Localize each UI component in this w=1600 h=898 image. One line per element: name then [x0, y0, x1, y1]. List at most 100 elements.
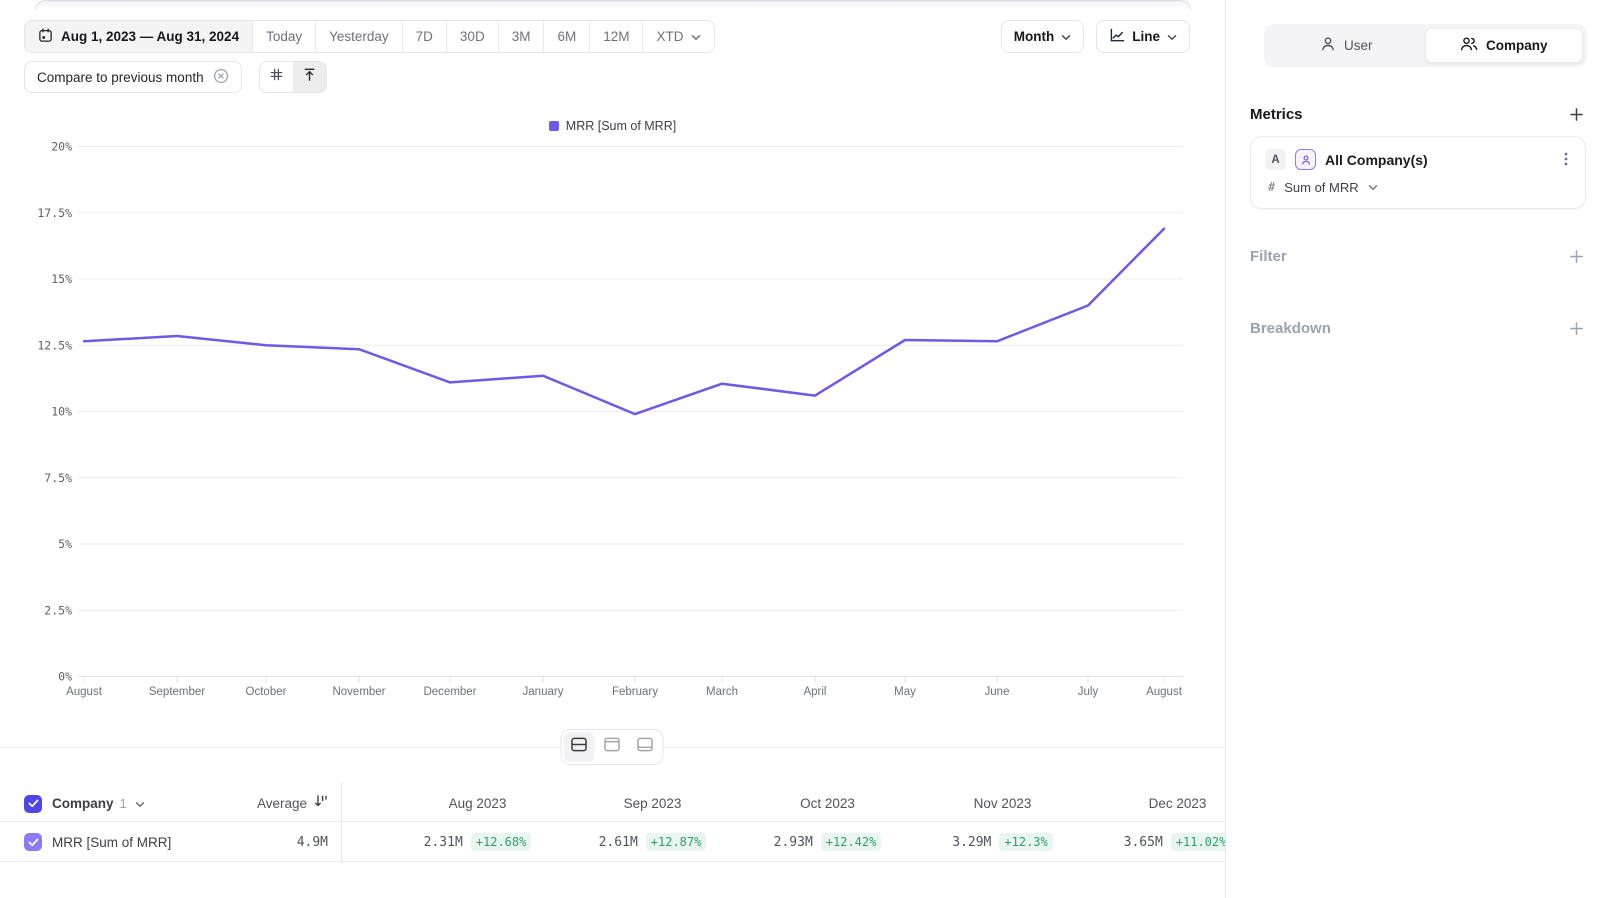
svg-text:17.5%: 17.5% [37, 206, 72, 220]
chevron-down-icon [691, 29, 701, 44]
add-breakdown-button[interactable] [1566, 318, 1586, 338]
month-value: 2.93M [773, 834, 813, 850]
chart-view-icon [604, 737, 621, 757]
svg-text:20%: 20% [51, 140, 72, 154]
svg-text:September: September [149, 686, 205, 698]
legend-label: MRR [Sum of MRR] [565, 119, 677, 133]
delta-badge: +12.3% [999, 833, 1053, 851]
calendar-icon [38, 27, 53, 46]
month-column-header: Aug 2023 [448, 796, 507, 811]
annotations-toggle-button[interactable] [292, 62, 326, 92]
table-view-button[interactable] [630, 732, 661, 762]
user-icon [1320, 36, 1336, 55]
hash-grid-icon [269, 67, 284, 87]
preset-xtd-dropdown[interactable]: XTD [642, 21, 715, 52]
month-column-header: Nov 2023 [973, 796, 1032, 811]
svg-text:15%: 15% [51, 272, 72, 286]
compare-toolbar: Compare to previous month [24, 61, 327, 93]
company-persona-icon [1295, 149, 1316, 170]
granularity-dropdown[interactable]: Month [1000, 20, 1085, 53]
svg-text:10%: 10% [51, 405, 72, 419]
mrr-line-chart: 20% 17.5% 15% 12.5% 10% 7.5% 5% 2.5% 0% August Sep… [37, 140, 1183, 698]
svg-text:12.5%: 12.5% [37, 338, 72, 352]
svg-text:April: April [803, 686, 826, 698]
chart-type-dropdown[interactable]: Line [1096, 20, 1190, 53]
config-sidebar: User Company Metrics A All Company(s) [1225, 0, 1600, 898]
svg-text:January: January [523, 686, 564, 698]
split-view-button[interactable] [563, 732, 595, 762]
date-toolbar: Aug 1, 2023 — Aug 31, 2024 Today Yesterd… [24, 20, 716, 53]
metric-letter-badge: A [1265, 149, 1286, 170]
metric-card[interactable]: A All Company(s) # Sum of MRR [1250, 136, 1586, 209]
svg-text:October: October [246, 686, 287, 698]
svg-text:August: August [1146, 686, 1183, 698]
preset-6m[interactable]: 6M [543, 21, 590, 52]
month-column-header: Dec 2023 [1148, 796, 1207, 811]
month-column-header: Oct 2023 [800, 796, 855, 811]
metric-field-label: Sum of MRR [1284, 179, 1359, 195]
grid-toggle-button[interactable] [260, 62, 293, 92]
svg-text:August: August [66, 686, 103, 698]
split-view-icon [571, 737, 588, 757]
date-range-group: Aug 1, 2023 — Aug 31, 2024 Today Yesterd… [24, 20, 716, 53]
entity-dropdown-chevron-icon[interactable] [135, 795, 145, 813]
preset-7d[interactable]: 7D [401, 21, 446, 52]
tab-company[interactable]: Company [1424, 28, 1583, 63]
breakdown-section-title: Breakdown [1250, 319, 1331, 337]
svg-text:5%: 5% [58, 537, 72, 551]
row-checkbox[interactable] [24, 833, 42, 851]
date-range-button[interactable]: Aug 1, 2023 — Aug 31, 2024 [25, 21, 253, 52]
metric-source-name: All Company(s) [1325, 151, 1428, 168]
svg-text:2.5%: 2.5% [44, 603, 72, 617]
chart-view-button[interactable] [597, 732, 628, 762]
delta-badge: +12.42% [820, 833, 882, 851]
chart-settings-toolbar: Month Line [1000, 20, 1190, 53]
preset-yesterday[interactable]: Yesterday [315, 21, 402, 52]
add-filter-button[interactable] [1566, 246, 1586, 266]
arrow-to-top-icon [302, 67, 317, 87]
tab-user[interactable]: User [1268, 28, 1425, 63]
month-value: 3.65M [1123, 834, 1163, 850]
sort-descending-icon[interactable] [314, 794, 328, 813]
delta-badge: +11.02% [1170, 833, 1232, 851]
svg-text:0%: 0% [58, 670, 72, 684]
filter-section-title: Filter [1250, 247, 1287, 265]
preset-12m[interactable]: 12M [589, 21, 643, 52]
entity-count: 1 [119, 796, 127, 811]
chart-legend[interactable]: MRR [Sum of MRR] [0, 119, 1225, 133]
select-all-checkbox[interactable] [24, 794, 42, 813]
date-range-label: Aug 1, 2023 — Aug 31, 2024 [61, 29, 240, 44]
svg-text:December: December [423, 686, 476, 698]
entity-type-switch: User Company [1264, 24, 1587, 67]
preset-30d[interactable]: 30D [445, 21, 498, 52]
add-metric-button[interactable] [1566, 104, 1586, 124]
svg-text:November: November [332, 686, 385, 698]
legend-swatch [548, 121, 559, 131]
svg-text:March: March [706, 686, 738, 698]
chevron-down-icon [1368, 178, 1378, 196]
month-value: 2.31M [423, 834, 463, 850]
month-column-header: Sep 2023 [623, 796, 682, 811]
layout-toggle-group [560, 729, 664, 765]
compare-chip[interactable]: Compare to previous month [24, 61, 242, 93]
average-column-label: Average [256, 796, 307, 811]
chevron-down-icon [1167, 29, 1177, 44]
metric-field-dropdown[interactable]: # Sum of MRR [1265, 178, 1571, 196]
preset-3m[interactable]: 3M [497, 21, 544, 52]
metric-options-kebab-icon[interactable] [1559, 151, 1573, 172]
preset-today[interactable]: Today [252, 21, 316, 52]
average-value: 4.9M [296, 834, 328, 850]
line-chart-icon [1109, 28, 1125, 46]
remove-compare-icon[interactable] [213, 68, 229, 87]
delta-badge: +12.68% [470, 833, 532, 851]
metrics-section-title: Metrics [1250, 105, 1303, 123]
report-main-panel: 20% 17.5% 15% 12.5% 10% 7.5% 5% 2.5% 0% August Sep… [0, 0, 1232, 862]
entity-column-label: Company [52, 796, 114, 811]
month-value: 2.61M [598, 834, 638, 850]
metric-table-row: MRR [Sum of MRR] 4.9M 2.31M +12.68% 2.61M… [0, 823, 1232, 862]
table-column-divider [341, 782, 342, 862]
svg-text:7.5%: 7.5% [44, 471, 72, 485]
delta-badge: +12.87% [645, 833, 707, 851]
table-view-icon [637, 737, 654, 757]
